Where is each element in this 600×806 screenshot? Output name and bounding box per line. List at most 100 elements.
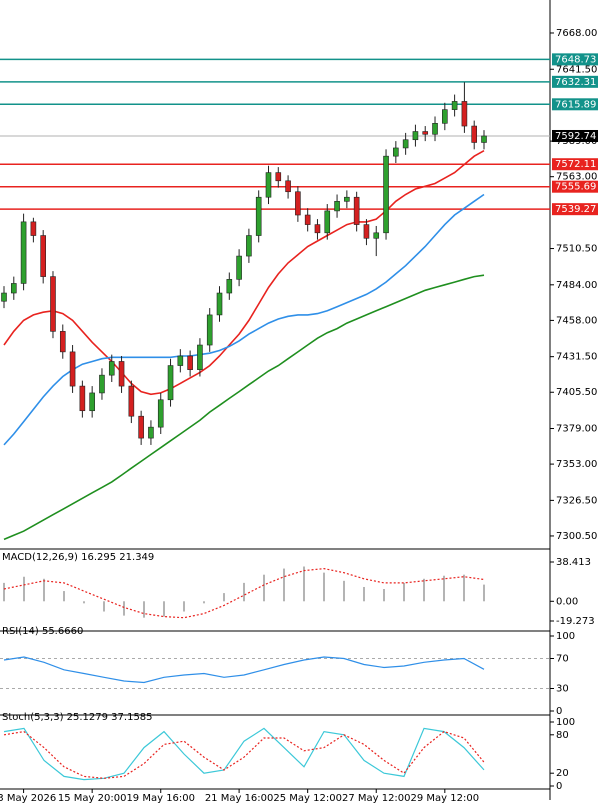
candle-body (216, 292, 223, 316)
indicator-title: RSI(14) 55.6660 (2, 626, 83, 637)
candle-body (246, 235, 252, 257)
candle-body (138, 415, 144, 439)
level-label: 7555.69 (555, 182, 596, 193)
candle-body (40, 235, 46, 277)
candle-body (422, 131, 429, 135)
candle-body (402, 139, 409, 149)
y-tick-label: 7300.50 (556, 531, 597, 542)
candle-body (236, 255, 242, 280)
level-label-box (552, 129, 598, 142)
candle-body (157, 399, 164, 428)
candle-body (275, 172, 282, 182)
y-tick-label: -19.273 (556, 616, 595, 627)
candle-body (79, 385, 86, 412)
candle-body (118, 361, 125, 387)
level-label: 7632.31 (555, 77, 596, 88)
level-label-box (552, 98, 598, 111)
y-tick-label: 7563.00 (556, 172, 597, 183)
y-tick-label: 7353.00 (556, 459, 597, 470)
candle-body (108, 361, 115, 376)
candle-body (363, 224, 370, 239)
y-tick-label: 7668.00 (556, 28, 597, 39)
candle-body (353, 196, 360, 225)
y-tick-label: 38.413 (556, 557, 591, 568)
level-label: 7592.74 (555, 131, 596, 142)
candle-body (265, 172, 272, 198)
candle-body (314, 224, 321, 234)
candle-body (30, 221, 37, 236)
moving-average (3, 274, 485, 541)
y-tick-label: 7431.50 (556, 352, 597, 363)
indicator-line (3, 656, 485, 684)
y-tick-label: 7405.50 (556, 387, 597, 398)
x-tick-label: 19 May 16:00 (126, 793, 195, 804)
candle-body (373, 232, 380, 239)
candle-body (148, 426, 154, 439)
candle-body (10, 283, 17, 294)
indicator-line (3, 730, 485, 779)
y-tick-label: 20 (556, 768, 569, 779)
candle-body (89, 392, 95, 412)
level-label: 7648.73 (555, 54, 596, 65)
indicator-title: Stoch(5,3,3) 25.1279 37.1585 (2, 712, 153, 723)
candle-body (383, 155, 389, 234)
candle-body (20, 221, 27, 284)
candle-body (69, 351, 76, 387)
candle-body (451, 101, 458, 110)
y-tick-label: 80 (556, 730, 569, 741)
candle-body (226, 279, 233, 294)
level-label-box (552, 158, 598, 171)
level-label: 7572.11 (555, 159, 596, 170)
y-tick-label: 7484.00 (556, 280, 597, 291)
candle-body (177, 355, 184, 366)
candle-body (59, 331, 66, 353)
candle-body (1, 292, 7, 302)
candle-body (344, 196, 350, 202)
x-tick-label: 27 May 12:00 (342, 793, 411, 804)
candle-body (324, 210, 331, 234)
candle-body (295, 191, 301, 216)
y-tick-label: 7641.50 (556, 64, 597, 75)
candle-body (393, 147, 399, 157)
x-tick-label: 21 May 16:00 (205, 793, 274, 804)
candle-body (412, 131, 419, 141)
y-tick-label: 0.00 (556, 596, 578, 607)
y-tick-label: 30 (556, 684, 569, 695)
x-tick-label: 15 May 20:00 (58, 793, 127, 804)
candle-body (334, 201, 340, 212)
level-label-box (552, 203, 598, 216)
candle-body (481, 135, 487, 143)
candle-body (197, 344, 203, 370)
moving-average (3, 150, 485, 396)
x-tick-label: 13 May 2026 (0, 793, 56, 804)
y-tick-label: 100 (556, 631, 575, 642)
candle-body (304, 214, 311, 225)
y-tick-label: 0 (556, 781, 562, 792)
level-label-box (552, 53, 598, 66)
candle-body (461, 101, 468, 127)
candle-body (167, 365, 174, 401)
x-tick-label: 25 May 12:00 (273, 793, 342, 804)
level-label-box (552, 180, 598, 193)
candle-body (285, 180, 291, 193)
y-tick-label: 7379.00 (556, 424, 597, 435)
level-label-box (552, 75, 598, 88)
y-tick-label: 7326.50 (556, 495, 597, 506)
candle-body (50, 276, 56, 332)
candle-body (128, 385, 135, 417)
candle-body (206, 314, 213, 346)
candle-body (99, 374, 105, 394)
x-tick-label: 29 May 12:00 (411, 793, 480, 804)
indicator-line (3, 727, 485, 781)
candle-body (442, 109, 448, 124)
level-label: 7615.89 (555, 99, 596, 110)
moving-average (3, 193, 485, 446)
y-tick-label: 7510.50 (556, 244, 597, 255)
candle-body (255, 196, 262, 236)
y-tick-label: 70 (556, 654, 569, 665)
candle-body (432, 123, 438, 135)
y-tick-label: 100 (556, 717, 575, 728)
